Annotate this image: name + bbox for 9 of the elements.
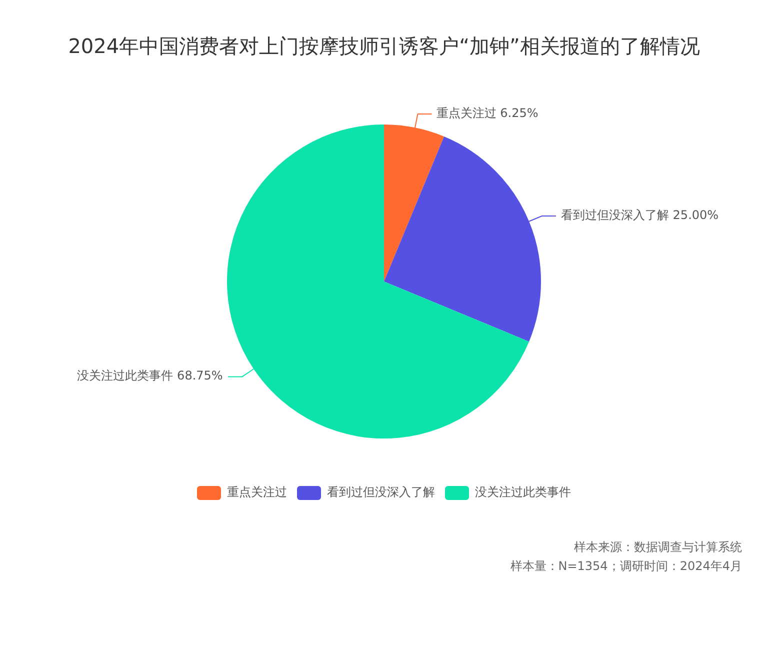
chart-title: 2024年中国消费者对上门按摩技师引诱客户“加钟”相关报道的了解情况 xyxy=(68,34,700,58)
legend-label: 看到过但没深入了解 xyxy=(327,485,435,500)
text: 样本来源：数据调查与计算系统 xyxy=(573,539,742,556)
legend-label: 没关注过此类事件 xyxy=(475,485,571,500)
text: 样本量：N=1354；调研时间：2024年4月 xyxy=(510,558,742,575)
category-label: 看到过但没深入了解 25.00% xyxy=(560,208,719,222)
category-label: 没关注过此类事件 68.75% xyxy=(77,368,223,383)
legend-label: 重点关注过 xyxy=(227,485,287,500)
category-label: 重点关注过 6.25% xyxy=(436,106,538,120)
